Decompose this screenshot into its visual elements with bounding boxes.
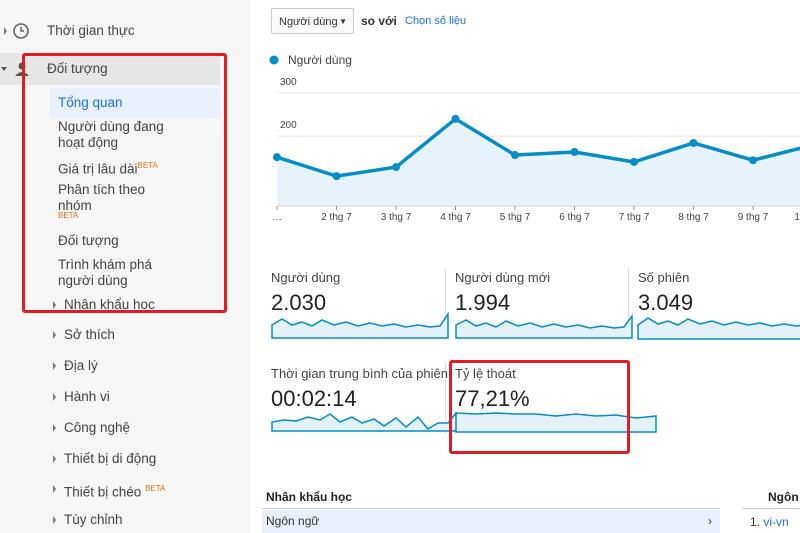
nav-item[interactable]: Thiết bị di động: [64, 451, 157, 466]
compare: so với: [361, 14, 397, 28]
divider: [628, 268, 629, 340]
table-title: Ngôn: [768, 490, 799, 504]
nav-item[interactable]: Thời gian thực: [47, 23, 135, 38]
divider: [262, 508, 720, 509]
metric-value: 00:02:14: [271, 386, 357, 411]
divider: [445, 268, 446, 340]
badge: BETA: [58, 211, 79, 220]
nav-item[interactable]: Phân tích theo nhóm: [58, 182, 146, 213]
caret: ▼: [339, 17, 347, 26]
nav-item[interactable]: Đối tượng: [58, 233, 119, 248]
label: Người dùng: [279, 16, 338, 28]
nav-item[interactable]: Người dùng đang hoạt động: [58, 119, 164, 150]
table-row[interactable]: Ngôn ngữ ›: [262, 510, 720, 533]
point: [749, 156, 757, 165]
point: [511, 151, 519, 160]
row-label: Ngôn ngữ: [266, 514, 320, 528]
table-row: 1. vi-vn: [750, 515, 789, 529]
nav-item[interactable]: Thiết bị chéo BETA: [64, 481, 165, 501]
metric-label: Số phiên: [638, 270, 690, 285]
divider: [445, 362, 446, 434]
metric-value: 2.030: [271, 290, 327, 315]
metric-label: Thời gian trung bình của phiên: [271, 366, 448, 381]
point: [630, 157, 638, 166]
nav-item[interactable]: Sở thích: [64, 327, 115, 342]
metric-value: 3.049: [638, 290, 694, 315]
point: [451, 114, 460, 123]
legend-label: Người dùng: [288, 53, 352, 67]
x-tick-label: 7 thg 7: [619, 212, 650, 223]
row-label: vi-vn: [763, 515, 789, 529]
point: [392, 163, 400, 172]
label: Thiết bị chéo: [64, 484, 142, 500]
line-chart: 100200300…2 thg 73 thg 74 thg 75 thg 76 …: [269, 53, 800, 223]
metric-dropdown[interactable]: Người dùng ▼: [271, 8, 354, 34]
sparklines: [271, 311, 800, 433]
nav-item[interactable]: Đối tượng: [47, 61, 108, 76]
label: Giá trị lâu dài: [58, 161, 138, 177]
x-tick-label: …: [272, 212, 282, 223]
badge: BETA: [145, 484, 166, 493]
rank: 1.: [750, 515, 761, 529]
metric-label: Người dùng mới: [455, 270, 551, 285]
selected-row: [0, 53, 220, 85]
nav-item[interactable]: Tùy chỉnh: [64, 512, 123, 527]
metric-value: 77,21%: [455, 386, 530, 411]
table-title: Nhân khẩu học: [266, 490, 353, 504]
badge: BETA: [137, 161, 158, 170]
active-row: [50, 88, 220, 118]
x-tick-label: 8 thg 7: [678, 212, 709, 223]
chevron: ›: [708, 514, 712, 528]
highlight-box: [449, 360, 630, 454]
metric-label: Người dùng: [271, 270, 341, 285]
divider: [742, 508, 800, 509]
x-tick-label: 2 thg 7: [321, 212, 352, 223]
point: [689, 138, 698, 147]
nav-item[interactable]: Giá trị lâu dàiBETA: [58, 158, 158, 178]
choose-metric[interactable]: Chọn số liệu: [405, 15, 467, 27]
nav-item[interactable]: Tổng quan: [58, 95, 123, 110]
x-tick-label: 9 thg 7: [738, 212, 769, 223]
x-tick-label: 6 thg 7: [559, 212, 590, 223]
area: [277, 118, 800, 205]
point: [332, 172, 341, 181]
nav-item[interactable]: Nhân khẩu học: [64, 297, 155, 312]
y-tick-label: 300: [280, 77, 297, 88]
nav-item[interactable]: Trình khám phá người dùng: [58, 257, 153, 288]
x-tick-label: 4 thg 7: [440, 212, 471, 223]
highlight-box: [22, 53, 227, 313]
x-tick-label: 10 thg 7: [794, 212, 800, 223]
line: [276, 116, 800, 178]
metric-value: 1.994: [455, 290, 511, 315]
sidebar: Thời gian thực Đối tượng Tổng quan Người…: [0, 0, 250, 533]
nav-item[interactable]: Địa lý: [64, 358, 98, 373]
x-tick-label: 3 thg 7: [381, 212, 412, 223]
x-tick-label: 5 thg 7: [500, 212, 531, 223]
legend-dot: [269, 55, 279, 65]
point: [273, 153, 281, 162]
nav-item[interactable]: Hành vi: [64, 389, 110, 404]
point: [570, 148, 579, 157]
nav-item[interactable]: Công nghệ: [64, 420, 131, 435]
metric-label: Tỷ lệ thoát: [455, 366, 516, 381]
y-tick-label: 200: [280, 120, 297, 131]
